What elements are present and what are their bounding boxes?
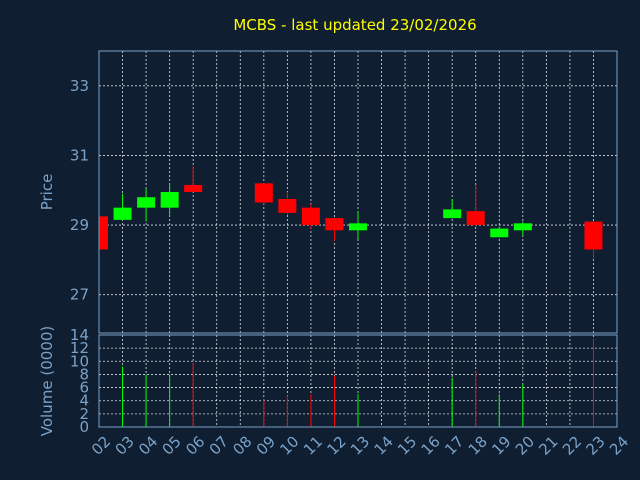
x-tick-label: 08	[229, 433, 255, 459]
x-tick-label: 05	[159, 433, 185, 459]
volume-tick-label: 12	[70, 339, 89, 357]
candle-body	[301, 207, 320, 226]
x-tick-label: 09	[253, 433, 279, 459]
candle-body	[184, 185, 203, 192]
volume-tick-label: 0	[79, 418, 89, 436]
volume-tick-label: 6	[79, 379, 89, 397]
candle-body	[99, 216, 108, 250]
x-tick-label: 10	[276, 433, 302, 459]
candle-body	[278, 198, 297, 213]
x-tick-label: 14	[371, 433, 397, 459]
x-axis-label: Day	[333, 458, 363, 476]
x-tick-label: 11	[300, 433, 326, 459]
candle-body	[513, 223, 532, 231]
x-tick-label: 18	[465, 433, 491, 459]
price-tick-label: 31	[70, 146, 89, 164]
volume-tick-label: 4	[79, 392, 89, 410]
candle-body	[443, 209, 462, 219]
price-tick-label: 29	[70, 216, 89, 234]
x-ticks: 0203040506070809101112131415161718192021…	[88, 433, 632, 459]
candle-body	[254, 183, 273, 203]
price-ticks: 27 29 31 33	[70, 77, 89, 304]
volume-bars	[122, 338, 594, 427]
price-axis-label: Price	[38, 174, 56, 211]
x-tick-label: 17	[441, 433, 467, 459]
candle-body	[113, 207, 132, 220]
candle-body	[490, 228, 509, 238]
x-tick-label: 16	[418, 433, 444, 459]
x-tick-label: 20	[512, 433, 538, 459]
candle-body	[466, 211, 485, 226]
x-tick-label: 24	[606, 433, 632, 459]
x-tick-label: 03	[112, 433, 138, 459]
x-tick-label: 04	[135, 433, 161, 459]
volume-tick-label: 2	[79, 405, 89, 423]
volume-tick-label: 10	[70, 352, 89, 370]
volume-plot-frame	[98, 334, 618, 428]
volume-axis-label: Volume (0000)	[38, 326, 56, 436]
price-plot-frame	[98, 50, 618, 334]
candle-body	[160, 192, 179, 208]
candle-body	[137, 197, 156, 208]
x-tick-label: 23	[582, 433, 608, 459]
x-tick-label: 15	[394, 433, 420, 459]
x-tick-label: 12	[323, 433, 349, 459]
x-tick-label: 13	[347, 433, 373, 459]
x-tick-label: 19	[488, 433, 514, 459]
price-tick-label: 33	[70, 77, 89, 95]
x-tick-label: 21	[535, 433, 561, 459]
price-tick-label: 27	[70, 286, 89, 304]
volume-tick-label: 8	[79, 365, 89, 383]
candle-body	[349, 223, 367, 231]
x-tick-label: 02	[88, 433, 114, 459]
x-tick-label: 07	[206, 433, 232, 459]
volume-tick-label: 14	[70, 326, 89, 344]
candle-body	[325, 218, 344, 231]
candles	[98, 165, 603, 259]
candle-body	[584, 221, 603, 250]
chart-title: MCBS - last updated 23/02/2026	[233, 16, 476, 34]
x-tick-label: 06	[182, 433, 208, 459]
x-tick-label: 22	[559, 433, 585, 459]
